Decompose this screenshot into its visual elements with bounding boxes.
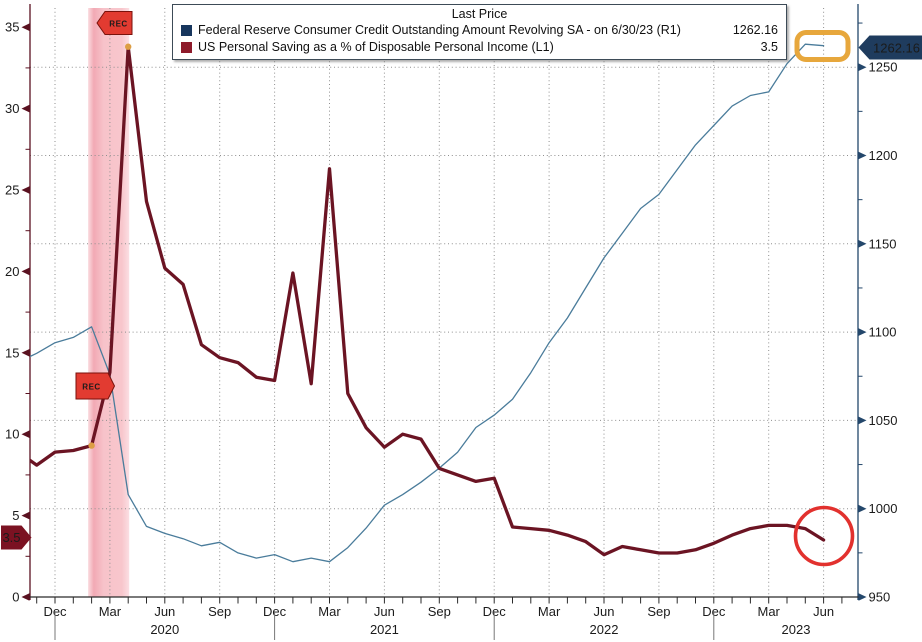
gridlines [30, 8, 858, 598]
left-axis-tick [21, 511, 30, 520]
credit-line [30, 43, 825, 563]
left-axis-tick-label: 30 [5, 101, 19, 116]
year-label: 2021 [370, 622, 399, 637]
right-axis-tick-label: 1100 [869, 325, 897, 340]
right-axis-tick-label: 950 [869, 590, 891, 605]
quarter-label: Sep [647, 604, 670, 619]
right-axis-value-badge-label: 1262.16 [873, 41, 920, 56]
right-axis-tick-label: 1250 [869, 60, 898, 75]
left-axis-tick-label: 20 [5, 264, 19, 279]
right-axis-tick-label: 1050 [869, 413, 898, 428]
chart-legend: Last Price Federal Reserve Consumer Cred… [172, 4, 787, 60]
quarter-label: Sep [208, 604, 231, 619]
left-axis-tick [21, 104, 30, 113]
highlight-box-annotation [794, 30, 851, 62]
quarter-label: Jun [374, 604, 395, 619]
year-label: 2022 [590, 622, 619, 637]
credit-series-value: 1262.16 [732, 23, 778, 37]
rec-flag-bottom [75, 372, 116, 400]
left-axis-tick-label: 35 [5, 20, 19, 35]
left-axis-tick [21, 593, 30, 601]
quarter-label: Mar [99, 604, 122, 619]
year-label: 2020 [150, 622, 179, 637]
right-axis-tick [858, 151, 867, 160]
left-axis-value-badge [1, 525, 32, 550]
legend-title: Last Price [451, 7, 508, 21]
left-axis-tick-label: 25 [5, 183, 19, 198]
savings-series-label: US Personal Saving as a % of Disposable … [198, 40, 554, 54]
credit-series-label: Federal Reserve Consumer Credit Outstand… [198, 23, 681, 37]
event-dot [125, 43, 132, 50]
right-axis-tick [858, 416, 867, 425]
rec-flag-top-label: REC [109, 20, 127, 29]
quarter-label: Jun [813, 604, 834, 619]
quarter-label: Jun [154, 604, 175, 619]
year-label: 2023 [782, 622, 811, 637]
savings-series-swatch [181, 42, 192, 53]
legend-row-credit[interactable]: Federal Reserve Consumer Credit Outstand… [181, 22, 778, 39]
left-axis-tick-label: 15 [5, 345, 19, 360]
right-axis-tick [858, 504, 867, 513]
credit-series-swatch [181, 25, 192, 36]
left-axis-tick [21, 430, 30, 438]
quarter-label: Mar [758, 604, 781, 619]
right-axis-tick [858, 593, 867, 601]
quarter-label: Jun [594, 604, 615, 619]
rec-flag-bottom-label: REC [82, 383, 100, 392]
left-axis-tick-label: 10 [5, 427, 19, 442]
quarter-label: Mar [538, 604, 561, 619]
right-axis-tick [858, 328, 867, 336]
legend-row-savings[interactable]: US Personal Saving as a % of Disposable … [181, 39, 778, 56]
left-axis-tick-label: 5 [12, 508, 19, 523]
plot-area [30, 43, 826, 563]
right-axis-tick-label: 1000 [869, 501, 898, 516]
right-axis-tick-label: 1200 [869, 148, 898, 163]
right-axis-tick-label: 1150 [869, 236, 897, 251]
left-axis-tick [21, 267, 30, 276]
recession-band [88, 8, 130, 597]
highlight-circle-annotation [793, 505, 855, 567]
left-axis-value-badge-label: 3.5 [2, 530, 20, 545]
savings-series-value: 3.5 [760, 40, 778, 54]
event-dot [88, 442, 95, 449]
right-axis-tick [858, 240, 867, 248]
quarter-label: Mar [318, 604, 341, 619]
right-axis-value-badge [858, 35, 922, 60]
left-axis-tick [21, 186, 30, 194]
left-axis-tick [21, 349, 30, 357]
rec-flag-top [96, 11, 133, 35]
left-axis-tick-label: 0 [12, 590, 19, 605]
savings-line [30, 45, 826, 557]
right-axis-tick [858, 63, 867, 71]
quarter-label: Sep [428, 604, 451, 619]
left-axis-tick [21, 23, 30, 31]
